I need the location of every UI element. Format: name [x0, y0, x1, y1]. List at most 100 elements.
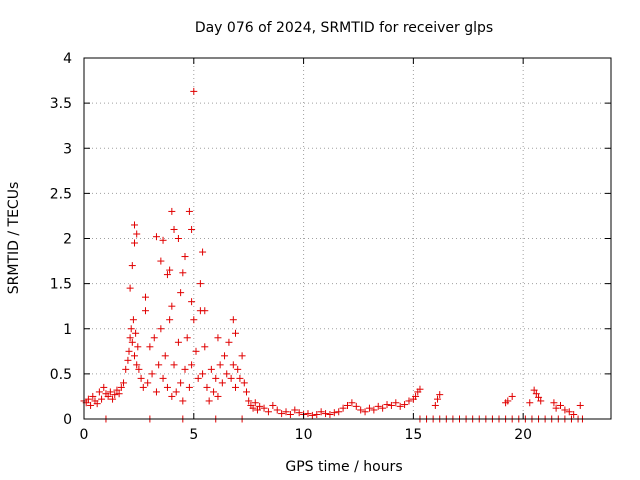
data-point [357, 406, 365, 414]
y-tick-label: 2 [63, 232, 72, 248]
data-point [159, 236, 167, 244]
data-point [278, 410, 286, 418]
data-point [185, 207, 193, 215]
data-point [177, 379, 185, 387]
data-point [172, 388, 180, 396]
data-point [192, 347, 200, 355]
data-point [201, 343, 209, 351]
y-tick-label: 4 [63, 51, 72, 67]
data-point [131, 221, 139, 229]
data-point [550, 399, 558, 407]
data-point [370, 406, 378, 414]
data-point [212, 374, 220, 382]
data-point [131, 239, 139, 247]
data-point [387, 401, 395, 409]
data-point [264, 408, 272, 416]
data-point [127, 325, 135, 333]
data-point [232, 383, 240, 391]
y-axis-label: SRMTID / TECUs [6, 182, 22, 295]
data-point [166, 266, 174, 274]
data-point [163, 383, 171, 391]
x-tick-label: 10 [295, 427, 313, 443]
x-axis-label: GPS time / hours [285, 459, 402, 475]
data-point [100, 383, 108, 391]
data-point [317, 408, 325, 416]
data-point [124, 356, 132, 364]
data-point [348, 399, 356, 407]
data-point [286, 410, 294, 418]
x-tick-label: 5 [189, 427, 198, 443]
data-point [135, 365, 143, 373]
data-point [141, 293, 149, 301]
data-point [128, 262, 136, 270]
data-point [537, 397, 545, 405]
data-point [199, 248, 207, 256]
data-point [106, 388, 114, 396]
data-point [214, 334, 222, 342]
data-point [190, 316, 198, 324]
data-point [576, 401, 584, 409]
y-tick-label: 1.5 [50, 277, 72, 293]
data-point [188, 361, 196, 369]
data-point [185, 383, 193, 391]
data-point [405, 397, 413, 405]
data-point [132, 329, 140, 337]
data-point [210, 388, 218, 396]
data-point [229, 316, 237, 324]
data-point [150, 334, 158, 342]
data-point [190, 87, 198, 95]
data-point [109, 395, 117, 403]
data-point [234, 365, 242, 373]
data-point [157, 325, 165, 333]
data-point [229, 361, 237, 369]
data-point [144, 379, 152, 387]
data-point [504, 397, 512, 405]
data-point [532, 390, 540, 398]
data-point [134, 343, 142, 351]
data-point [174, 338, 182, 346]
data-point [313, 410, 321, 418]
data-point [126, 284, 134, 292]
data-point [129, 316, 137, 324]
data-point [238, 352, 246, 360]
data-point [168, 302, 176, 310]
data-point [201, 307, 209, 315]
data-point [552, 404, 560, 412]
data-point [253, 406, 261, 414]
data-point [256, 402, 264, 410]
data-point [561, 406, 569, 414]
data-point [122, 365, 130, 373]
y-tick-label: 2.5 [50, 186, 72, 202]
data-point [89, 392, 97, 400]
data-point [223, 370, 231, 378]
data-point [556, 401, 564, 409]
data-point [207, 365, 215, 373]
data-point [249, 404, 257, 412]
data-point [383, 401, 391, 409]
data-point [152, 233, 160, 241]
data-point [188, 225, 196, 233]
data-point [181, 253, 189, 261]
data-point [113, 386, 121, 394]
data-point [245, 397, 253, 405]
data-point [434, 395, 442, 403]
data-point [269, 401, 277, 409]
data-point [339, 404, 347, 412]
data-point [352, 402, 360, 410]
data-point [111, 391, 119, 399]
y-tick-label: 0.5 [50, 367, 72, 383]
data-point [282, 408, 290, 416]
data-point [84, 395, 92, 403]
data-point [148, 370, 156, 378]
data-point [179, 397, 187, 405]
data-point [87, 401, 95, 409]
data-point [379, 404, 387, 412]
data-point [128, 338, 136, 346]
data-point [227, 374, 235, 382]
data-point [526, 399, 534, 407]
data-point [295, 409, 303, 417]
data-point [570, 410, 578, 418]
data-point [326, 410, 334, 418]
data-point [161, 352, 169, 360]
data-point [177, 289, 185, 297]
